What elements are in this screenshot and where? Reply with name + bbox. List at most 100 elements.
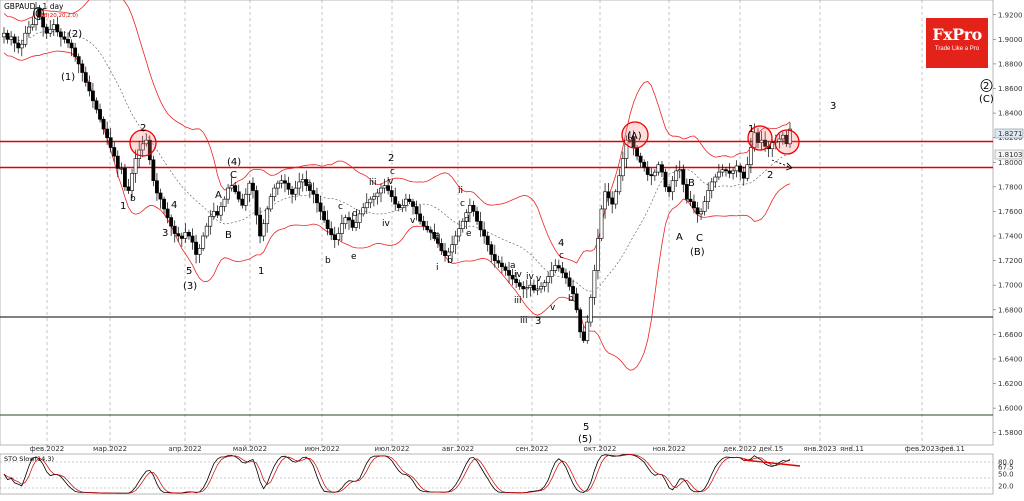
candle-body (674, 170, 679, 182)
candle-body (226, 187, 230, 200)
candle-body (30, 24, 35, 28)
candle-body (236, 191, 241, 200)
candle-body (9, 36, 14, 40)
candle-body (382, 185, 387, 189)
wave-label: C (230, 170, 237, 181)
wave-label: 5 (186, 266, 192, 277)
wave-label-circle (33, 7, 44, 20)
time-tick-label: июл.2022 (375, 445, 410, 453)
wave-label: 0 (35, 9, 41, 20)
candle-body (243, 193, 248, 206)
bb-lower-band (3, 50, 791, 371)
candle-body (752, 132, 757, 148)
candle-body (788, 128, 792, 145)
candle-body (123, 168, 127, 188)
highlight-circle (621, 121, 649, 149)
time-tick-label: янв.11 (840, 445, 864, 453)
candle-body (702, 201, 707, 212)
candle-body (275, 182, 280, 189)
highlight-circles (129, 121, 800, 157)
candle-body (763, 139, 768, 147)
price-tick-label: 1.7200 (998, 257, 1023, 265)
wave-label: d (352, 209, 358, 219)
candle-body (169, 217, 174, 227)
time-tick-label: сен.2022 (516, 445, 549, 453)
candle-body (613, 191, 618, 205)
candle-body (741, 171, 746, 179)
price-tags: 1.8271 1.8103 (994, 128, 1024, 160)
sto-tick-label: 50.0 (998, 471, 1014, 479)
candle-body (745, 164, 750, 179)
candle-body (62, 36, 67, 40)
candle-body (478, 220, 483, 231)
wave-label: B (225, 230, 232, 241)
time-tick-label: апр.2022 (168, 445, 201, 453)
candle-body (418, 213, 423, 222)
candle-body (738, 165, 743, 173)
wave-label: v (550, 303, 556, 313)
wave-label: A (676, 232, 683, 243)
candle-body (5, 32, 10, 40)
candle-body (55, 24, 60, 33)
candle-body (368, 198, 373, 204)
candle-body (219, 206, 223, 216)
candle-body (603, 191, 607, 210)
candle-body (112, 147, 117, 157)
wave-labels: 0 (1) (2) 1 2 3 4 5 (3) (4) A B C 1 b a … (33, 7, 994, 445)
candle-body (496, 260, 501, 264)
candle-body (108, 137, 113, 148)
candle-body (421, 220, 426, 227)
candle-body (649, 174, 654, 177)
wave-label: (1) (61, 72, 75, 83)
price-tick-label: 1.6200 (998, 380, 1023, 388)
candle-body (592, 270, 597, 298)
candle-body (695, 207, 700, 215)
candle-body (322, 211, 326, 221)
wave-label: C (696, 233, 703, 244)
wave-label: iii (369, 178, 377, 188)
candle-body (158, 192, 163, 200)
candle-body (144, 139, 149, 145)
stochastic-divergence-line (743, 459, 801, 467)
time-tick-label: июн.2022 (304, 445, 339, 453)
candle-body (652, 171, 657, 177)
wave-label: b (325, 256, 331, 266)
candle-body (297, 181, 302, 189)
candle-body (179, 235, 184, 239)
candle-body (130, 173, 134, 191)
candle-body (251, 182, 255, 191)
candle-body (436, 238, 440, 244)
wave-label: e (351, 252, 357, 262)
candle-body (12, 36, 17, 44)
candle-body (596, 238, 600, 271)
candle-body (293, 187, 298, 195)
candle-body (468, 204, 472, 213)
candle-body (389, 190, 394, 197)
wave-label: A (215, 190, 222, 201)
candle-body (379, 187, 383, 194)
logo-tagline: Trade Like a Pro (934, 46, 980, 52)
candle-body (300, 179, 305, 183)
sto-tick-label: 80.0 (998, 459, 1014, 467)
candle-body (94, 100, 99, 110)
candle-body (105, 128, 110, 138)
candle-body (396, 203, 401, 209)
bollinger-bands (3, 0, 791, 371)
candle-body (403, 198, 408, 206)
candle-body (542, 282, 547, 287)
candle-body (211, 211, 216, 217)
candle-body (549, 270, 554, 277)
wave-label: b (130, 194, 136, 204)
candle-body (770, 142, 775, 150)
wave-label: a (510, 261, 516, 271)
wave-label: B (688, 178, 695, 189)
wave-label: a (307, 180, 313, 190)
wave-label: d (464, 215, 470, 225)
candle-body (450, 244, 455, 253)
candle-body (588, 297, 593, 323)
candle-body (187, 232, 191, 237)
candle-body (304, 179, 309, 186)
candle-body (670, 180, 675, 193)
candle-body (162, 198, 166, 210)
